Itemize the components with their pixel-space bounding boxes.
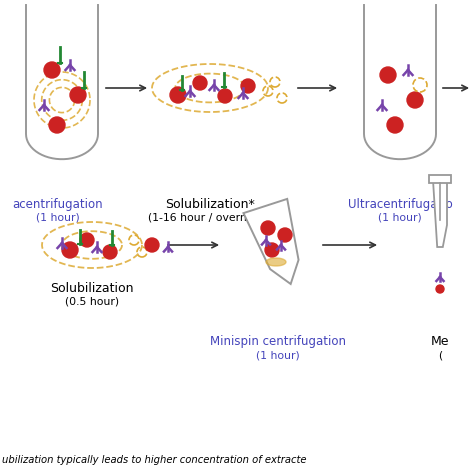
Circle shape [380, 67, 396, 83]
Text: (1 hour): (1 hour) [256, 350, 300, 360]
Circle shape [193, 76, 207, 90]
Circle shape [436, 285, 444, 293]
Circle shape [44, 62, 60, 78]
Circle shape [265, 243, 279, 257]
Circle shape [218, 89, 232, 103]
Text: acentrifugation: acentrifugation [13, 198, 103, 211]
Circle shape [170, 87, 186, 103]
Circle shape [49, 117, 65, 133]
Text: (1-16 hour / overnight): (1-16 hour / overnight) [148, 213, 272, 223]
Circle shape [80, 233, 94, 247]
Circle shape [387, 117, 403, 133]
Circle shape [278, 228, 292, 242]
Polygon shape [266, 258, 286, 266]
Text: (1 hour): (1 hour) [378, 212, 422, 222]
Polygon shape [433, 180, 447, 247]
Text: Solubilization*: Solubilization* [165, 198, 255, 211]
Circle shape [241, 79, 255, 93]
Circle shape [103, 245, 117, 259]
Circle shape [261, 221, 275, 235]
Text: Solubilization: Solubilization [50, 282, 134, 295]
Text: (1 hour): (1 hour) [36, 212, 80, 222]
Circle shape [70, 87, 86, 103]
Circle shape [145, 238, 159, 252]
Text: (0.5 hour): (0.5 hour) [65, 297, 119, 307]
Text: (: ( [438, 350, 442, 360]
Polygon shape [244, 199, 299, 284]
Text: Minispin centrifugation: Minispin centrifugation [210, 335, 346, 348]
Polygon shape [429, 175, 451, 183]
Circle shape [407, 92, 423, 108]
Text: Me: Me [431, 335, 449, 348]
Text: Ultracentrifugatio: Ultracentrifugatio [347, 198, 452, 211]
Text: ubilization typically leads to higher concentration of extracte: ubilization typically leads to higher co… [2, 455, 307, 465]
Circle shape [62, 242, 78, 258]
